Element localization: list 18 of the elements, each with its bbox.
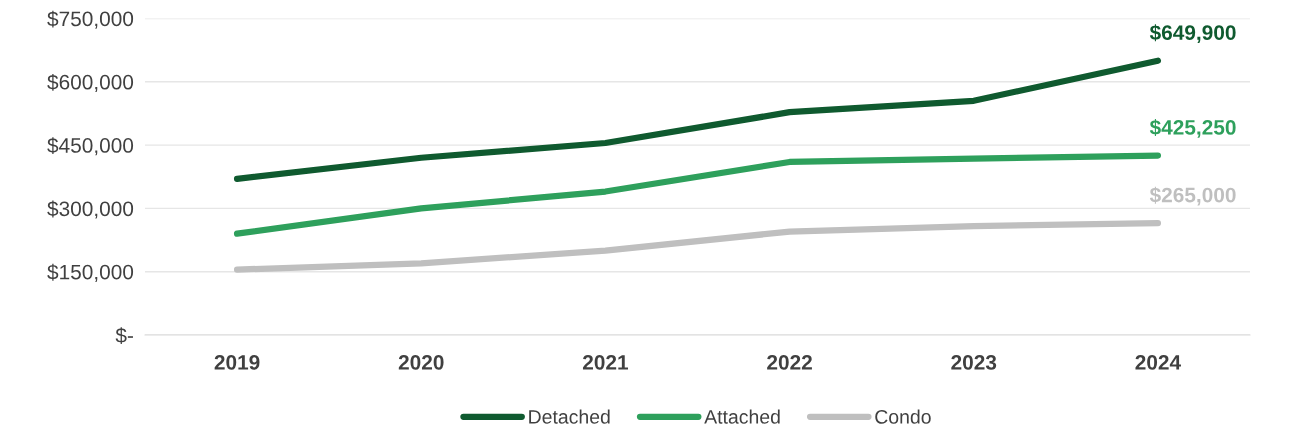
- data-label: $649,900: [1149, 24, 1236, 43]
- y-tick-label: $150,000: [47, 263, 134, 282]
- y-tick-label: $750,000: [47, 10, 134, 29]
- y-tick-label: $600,000: [47, 73, 134, 93]
- x-tick-label: 2024: [1135, 354, 1181, 370]
- x-tick-label: 2020: [398, 354, 444, 370]
- x-tick-label: 2022: [767, 354, 812, 370]
- legend-label: Detached: [529, 409, 610, 424]
- data-label: $265,000: [1149, 186, 1236, 206]
- x-tick-label: 2023: [951, 354, 997, 370]
- y-tick-label: $-: [115, 327, 133, 344]
- legend-label: Condo: [875, 409, 931, 424]
- y-tick-label: $300,000: [47, 200, 134, 219]
- legend-label: Attached: [704, 409, 780, 424]
- data-label: $425,250: [1149, 119, 1236, 138]
- x-tick-label: 2021: [582, 354, 629, 370]
- y-tick-label: $450,000: [47, 137, 134, 156]
- x-tick-label: 2019: [214, 354, 260, 370]
